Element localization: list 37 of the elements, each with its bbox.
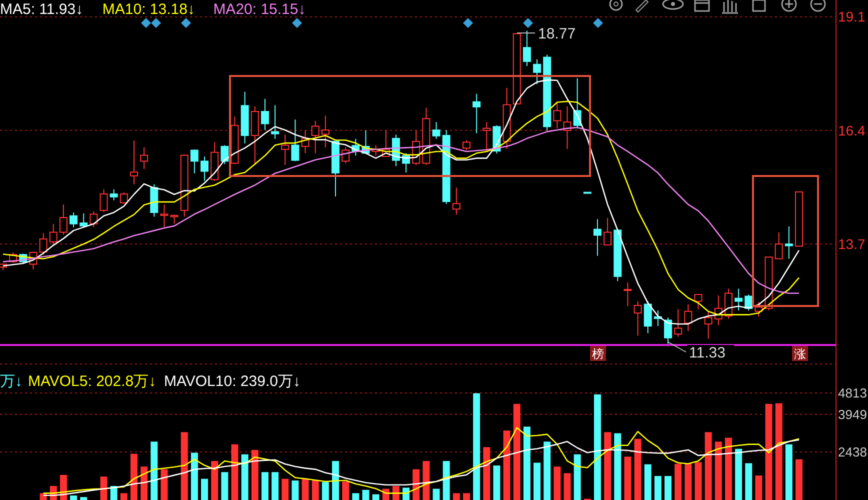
y-tick-label: 19.1 [838, 8, 866, 25]
y-tick-label: 16.4 [838, 122, 866, 138]
candlestick [593, 218, 602, 256]
line-series [42, 439, 800, 496]
candlestick [784, 226, 793, 260]
line-series [42, 427, 800, 494]
candlestick [130, 140, 138, 185]
y-tick-label: 13.7 [838, 236, 866, 252]
candlestick [452, 187, 460, 216]
candlestick [271, 104, 280, 140]
candlestick [240, 91, 249, 144]
text: MA5: 11.93↓ [0, 1, 84, 18]
candlestick [482, 122, 491, 152]
text: MAVOL10: 239.0万↓ [164, 373, 300, 390]
text: MA20: 15.15↓ [213, 1, 306, 18]
text: MAVOL5: 202.8万↓ [28, 373, 156, 390]
text: 涨 [794, 347, 806, 361]
candlestick [321, 115, 330, 148]
candlestick [260, 98, 269, 131]
y-tick-label: 3949 [838, 406, 867, 422]
candlestick [472, 93, 481, 134]
candlestick [140, 146, 148, 170]
candlestick [160, 204, 168, 228]
annotation: 18.77 [538, 25, 576, 42]
text: 榜 [592, 347, 604, 361]
candlestick [533, 58, 542, 85]
y-tick-label: 2438 [838, 444, 867, 460]
annotation: 万↓ [0, 373, 22, 390]
annotation: 11.33 [689, 344, 726, 362]
candlestick [59, 204, 68, 236]
candlestick [624, 282, 632, 307]
candlestick [634, 300, 642, 336]
candlestick [250, 106, 259, 166]
y-tick-label: 4813 [838, 386, 867, 401]
candlestick [734, 288, 743, 311]
candlestick [281, 134, 290, 166]
text: MA10: 13.18↓ [102, 1, 195, 18]
